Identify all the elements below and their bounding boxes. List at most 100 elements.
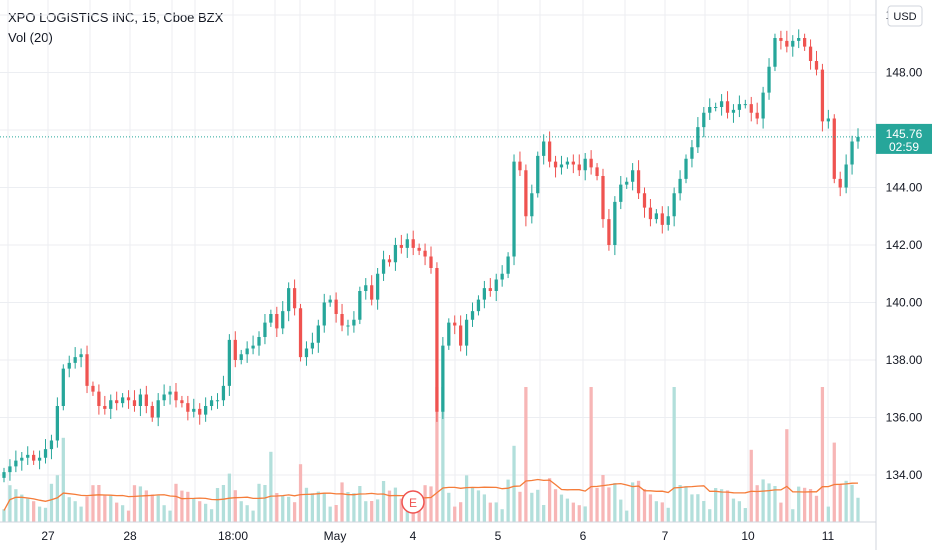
- volume-bars: [2, 387, 860, 522]
- volume-bar: [209, 509, 214, 522]
- candle-body: [168, 391, 172, 395]
- candle-body: [334, 299, 338, 314]
- candle-body: [198, 408, 202, 415]
- candle-body: [708, 107, 712, 113]
- candle-body: [459, 325, 463, 346]
- volume-ma: [3, 478, 859, 511]
- volume-bar: [672, 387, 676, 522]
- volume-bar: [571, 502, 575, 522]
- candle-body: [381, 259, 386, 274]
- candles: [2, 29, 860, 483]
- volume-bar: [91, 485, 95, 522]
- volume-bar: [156, 495, 160, 522]
- candle-body: [666, 216, 670, 225]
- volume-bar: [453, 506, 457, 522]
- symbol-title: XPO LOGISTICS INC, 15, Cboe BZX: [8, 10, 224, 25]
- chart-legend: XPO LOGISTICS INC, 15, Cboe BZX Vol (20): [8, 8, 223, 48]
- candle-body: [233, 339, 237, 360]
- x-tick-label: 28: [123, 529, 137, 543]
- candle-body: [132, 400, 137, 406]
- candle-body: [453, 322, 457, 326]
- volume-bar: [67, 497, 71, 522]
- candle-body: [209, 400, 214, 406]
- volume-bar: [476, 490, 481, 522]
- candle-body: [73, 357, 77, 363]
- x-tick-label: 10: [741, 529, 755, 543]
- volume-bar: [625, 510, 629, 522]
- volume-bar: [251, 510, 255, 522]
- volume-bar: [174, 483, 178, 522]
- volume-bar: [648, 494, 653, 522]
- candle-body: [542, 141, 546, 156]
- candle-body: [696, 127, 700, 148]
- x-tick-label: 27: [41, 529, 55, 543]
- candle-body: [275, 314, 279, 329]
- candle-body: [352, 319, 356, 326]
- volume-bar: [180, 490, 184, 522]
- currency-button[interactable]: USD: [887, 5, 923, 27]
- volume-bar: [714, 488, 718, 522]
- volume-bar: [245, 505, 249, 522]
- volume-bar: [328, 506, 332, 522]
- candle-body: [138, 394, 143, 406]
- volume-bar: [488, 502, 492, 522]
- volume-bar: [542, 505, 546, 522]
- candle-body: [49, 440, 54, 450]
- volume-ma-line: [3, 478, 859, 511]
- y-tick-label: 138.00: [886, 353, 923, 367]
- candle-body: [625, 181, 629, 185]
- volume-bar: [375, 499, 380, 522]
- candle-body: [761, 92, 765, 119]
- volume-bar: [275, 493, 279, 522]
- volume-bar: [73, 501, 77, 522]
- candle-body: [322, 302, 326, 326]
- candle-body: [470, 311, 475, 320]
- candle-body: [423, 250, 427, 257]
- volume-bar: [666, 507, 670, 522]
- candle-body: [144, 394, 148, 406]
- volume-bar: [601, 475, 605, 522]
- volume-bar: [530, 492, 534, 522]
- volume-bar: [192, 498, 196, 522]
- currency-button-label: USD: [893, 11, 916, 23]
- candle-body: [464, 319, 469, 346]
- volume-bar: [233, 490, 237, 522]
- candle-body: [370, 285, 374, 300]
- volume-bar: [334, 505, 338, 522]
- volume-bar: [423, 485, 427, 522]
- volume-bar: [518, 491, 522, 522]
- volume-bar: [215, 488, 220, 522]
- volume-bar: [281, 495, 285, 522]
- candle-body: [506, 256, 510, 274]
- x-tick-label: 11: [822, 529, 835, 543]
- candle-body: [678, 178, 682, 194]
- volume-bar: [387, 490, 392, 522]
- candle-body: [488, 288, 492, 291]
- candle-body: [648, 207, 653, 220]
- candle-body: [97, 391, 101, 406]
- candle-body: [553, 161, 558, 168]
- x-tick-label: 6: [580, 529, 587, 543]
- candle-body: [126, 397, 131, 401]
- candle-body: [755, 112, 759, 119]
- volume-bar: [595, 487, 599, 522]
- candle-body: [583, 158, 587, 171]
- volume-bar: [257, 483, 261, 522]
- candle-body: [785, 40, 789, 47]
- candle-body: [844, 164, 848, 188]
- x-tick-label: 4: [410, 529, 417, 543]
- candle-body: [227, 339, 231, 386]
- volume-bar: [435, 387, 439, 522]
- candle-body: [565, 161, 570, 165]
- earnings-marker[interactable]: E: [401, 490, 425, 514]
- volume-bar: [506, 479, 510, 522]
- volume-bar: [49, 483, 54, 522]
- candle-body: [714, 107, 718, 108]
- volume-bar: [43, 507, 48, 522]
- x-tick-label: 7: [662, 529, 669, 543]
- candle-body: [405, 239, 409, 248]
- candle-body: [251, 345, 255, 349]
- volume-bar: [109, 495, 113, 522]
